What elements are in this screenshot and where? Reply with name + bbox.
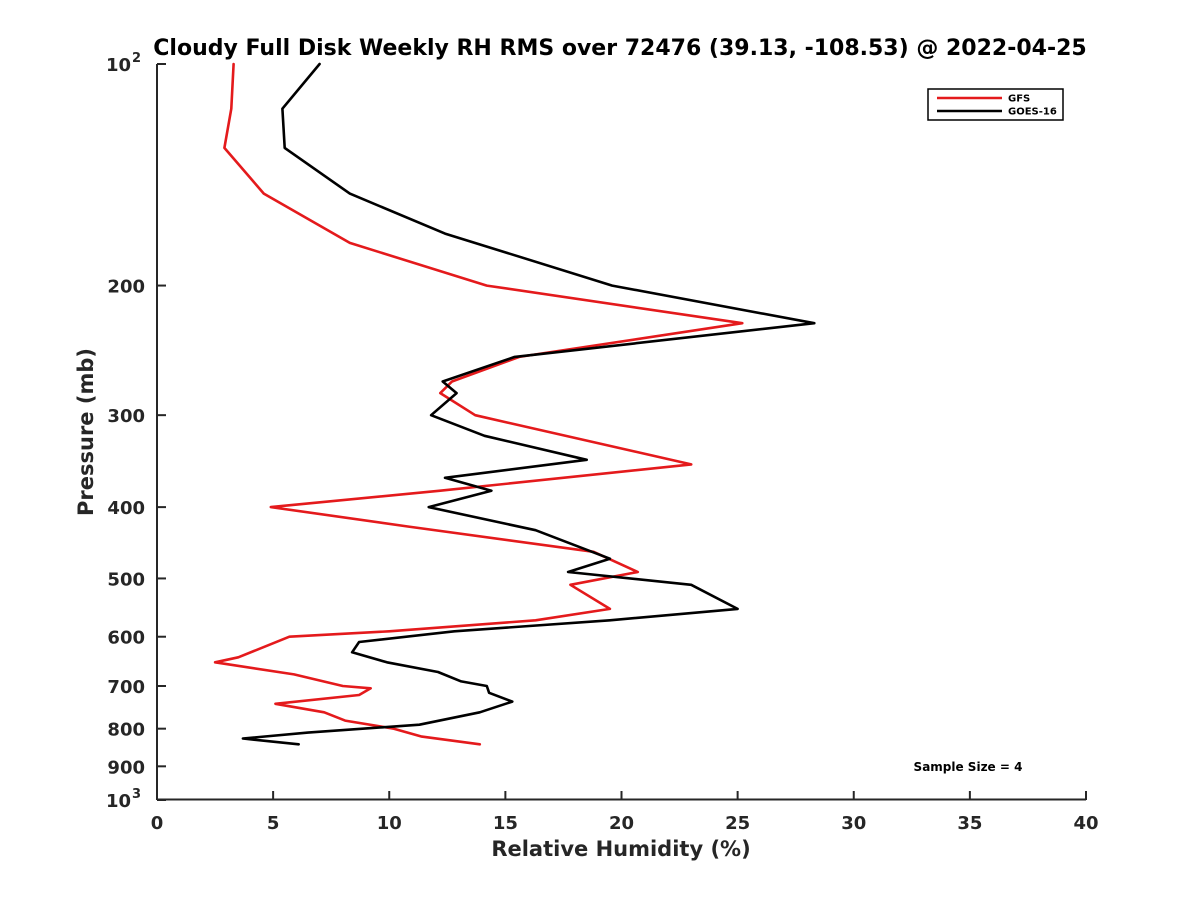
- x-tick-label: 0: [151, 813, 164, 834]
- x-tick-label: 40: [1073, 813, 1098, 834]
- y-axis-title: Pressure (mb): [74, 348, 98, 516]
- y-tick-label: 700: [107, 677, 145, 698]
- x-tick-label: 35: [957, 813, 982, 834]
- y-tick-label: 500: [107, 569, 145, 590]
- y-tick-label: 200: [107, 277, 145, 298]
- y-tick-label: 900: [107, 757, 145, 778]
- y-tick-exponent: 2: [132, 51, 141, 66]
- y-tick-label: 10: [106, 55, 131, 76]
- series-line-gfs: [213, 62, 744, 746]
- chart-title: Cloudy Full Disk Weekly RH RMS over 7247…: [153, 36, 1086, 61]
- series-line-goes-16: [241, 62, 816, 746]
- series-layer: [213, 62, 816, 746]
- y-tick-label: 600: [107, 628, 145, 649]
- legend-items: GFS GOES-16: [937, 94, 1057, 118]
- x-tick-label: 25: [725, 813, 750, 834]
- legend-box: [927, 88, 1064, 121]
- legend-label: GOES-16: [1008, 107, 1057, 118]
- y-tick-label: 800: [107, 720, 145, 741]
- x-ticks: 0 5 10 15 20 25 30 35 40: [151, 791, 1099, 834]
- x-axis-title: Relative Humidity (%): [491, 837, 750, 861]
- y-tick-label: 10: [106, 791, 131, 812]
- plot-area: 0 5 10 15 20 25 30 35 40 10 220030040050060070080…: [106, 51, 1099, 834]
- x-tick-label: 10: [377, 813, 402, 834]
- x-tick-label: 5: [267, 813, 280, 834]
- y-tick-label: 400: [107, 498, 145, 519]
- y-tick-exponent: 3: [132, 787, 141, 802]
- sample-size-annotation: Sample Size = 4: [914, 760, 1023, 774]
- legend: GFS GOES-16: [927, 88, 1064, 121]
- x-tick-label: 15: [493, 813, 518, 834]
- x-tick-label: 30: [841, 813, 866, 834]
- legend-label: GFS: [1008, 94, 1030, 105]
- x-tick-label: 20: [609, 813, 634, 834]
- y-tick-label: 300: [107, 406, 145, 427]
